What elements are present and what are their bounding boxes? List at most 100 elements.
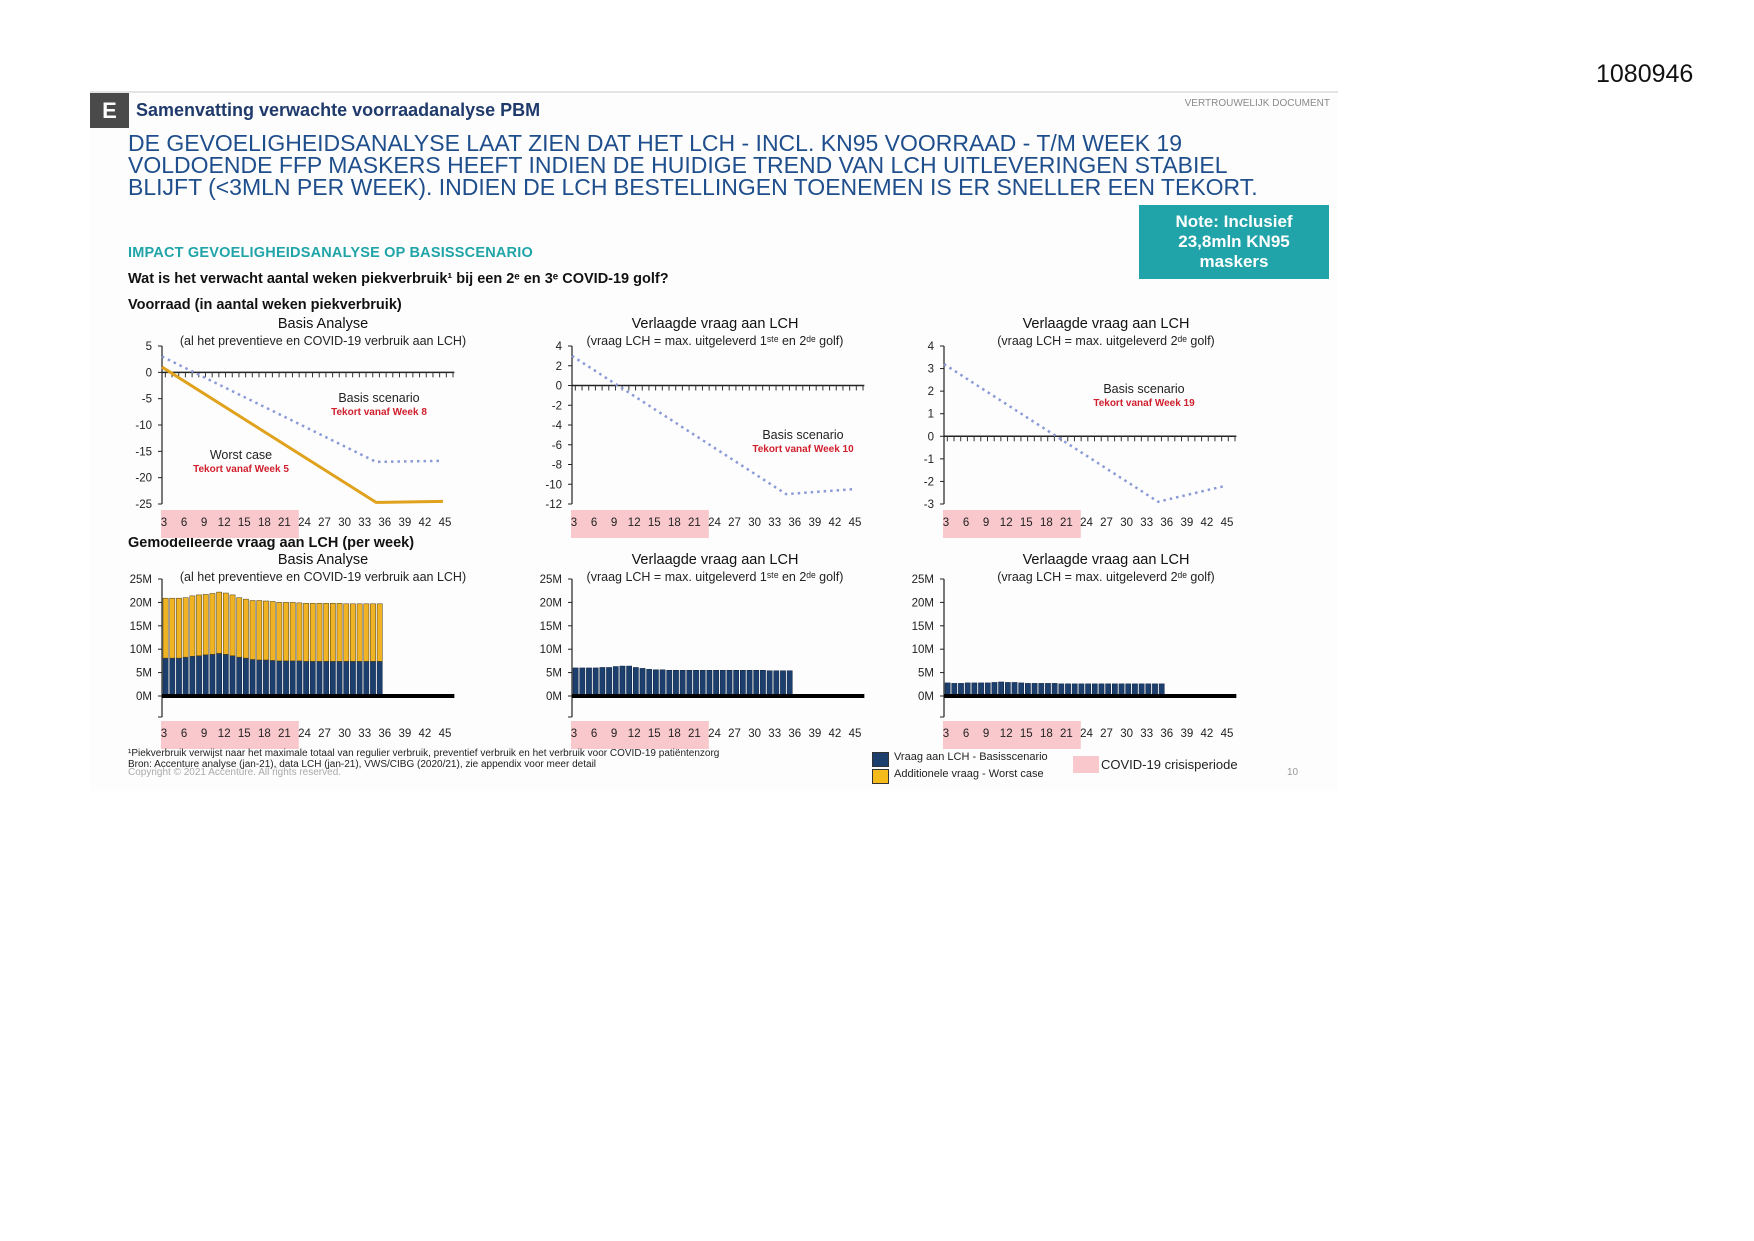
x-tick-label: 24	[298, 517, 311, 529]
bar-additional-demand	[243, 598, 249, 659]
bar-base-demand	[1011, 682, 1018, 697]
bar-base-demand	[343, 661, 350, 697]
x-tick-label: 9	[983, 728, 989, 740]
annotation-label: Worst case	[210, 448, 272, 462]
bar-base-demand	[169, 657, 176, 697]
basis-scenario-line	[943, 363, 1226, 504]
y-tick-label: 5M	[546, 668, 562, 680]
x-tick-label: 39	[1180, 728, 1193, 740]
y-tick-label: 25M	[130, 574, 152, 586]
x-tick-label: 39	[1180, 517, 1193, 529]
x-tick-label: 42	[1201, 517, 1214, 529]
chart-title: Verlaagde vraag aan LCH	[632, 316, 799, 332]
bar-base-demand	[766, 670, 773, 697]
bar-additional-demand	[323, 603, 330, 662]
chart-subtitle: (vraag LCH = max. uitgeleverd 1ˢᵗᵉ en 2ᵈ…	[587, 334, 844, 348]
x-tick-label: 6	[181, 728, 187, 740]
x-tick-label: 21	[1060, 517, 1073, 529]
x-tick-label: 24	[1080, 517, 1093, 529]
y-tick-label: 0	[928, 431, 934, 443]
x-tick-label: 45	[439, 517, 452, 529]
x-tick-label: 15	[648, 728, 661, 740]
chart-title: Verlaagde vraag aan LCH	[632, 552, 799, 568]
annotation-label: Basis scenario	[762, 428, 843, 442]
bar-base-demand	[773, 670, 780, 697]
bar-additional-demand	[169, 597, 176, 659]
x-tick-label: 30	[1120, 728, 1133, 740]
bar-additional-demand	[276, 602, 283, 662]
bar-additional-demand	[303, 603, 309, 662]
bar-additional-demand	[296, 602, 303, 662]
x-tick-label: 45	[849, 517, 862, 529]
bar-additional-demand	[356, 603, 363, 662]
headline-line-1: DE GEVOELIGHEIDSANALYSE LAAT ZIEN DAT HE…	[128, 130, 1183, 156]
bar-base-demand	[162, 657, 169, 697]
chart-title: Basis Analyse	[278, 316, 368, 332]
x-tick-label: 36	[378, 517, 391, 529]
crisis-period-band	[571, 510, 709, 538]
chart-title: Basis Analyse	[278, 552, 368, 568]
bar-base-demand	[653, 669, 659, 697]
bar-additional-demand	[263, 600, 269, 661]
bar-base-demand	[222, 654, 229, 697]
x-tick-label: 45	[439, 728, 452, 740]
bar-base-demand	[673, 670, 679, 697]
headline-line-3: BLIJFT (<3MLN PER WEEK). INDIEN DE LCH B…	[128, 174, 1258, 200]
x-tick-label: 30	[748, 728, 761, 740]
y-tick-label: -6	[552, 440, 562, 452]
bar-base-demand	[1004, 682, 1011, 697]
slide-title: Samenvatting verwachte voorraadanalyse P…	[136, 100, 541, 120]
bar-base-demand	[572, 667, 579, 697]
bar-base-demand	[370, 661, 376, 697]
x-tick-label: 33	[358, 517, 371, 529]
x-tick-label: 45	[1221, 728, 1234, 740]
crisis-period-band	[943, 721, 1081, 749]
annotation-tekort: Tekort vanaf Week 8	[331, 407, 427, 418]
chart-subtitle: (vraag LCH = max. uitgeleverd 2ᵈᵉ golf)	[997, 334, 1214, 348]
y-tick-label: 20M	[130, 597, 152, 609]
y-tick-label: -20	[135, 473, 152, 485]
x-tick-label: 3	[571, 517, 577, 529]
x-tick-label: 45	[849, 728, 862, 740]
x-tick-label: 3	[161, 728, 167, 740]
x-tick-label: 39	[398, 728, 411, 740]
y-tick-label: 25M	[540, 574, 562, 586]
bar-base-demand	[606, 667, 612, 697]
crisis-period-band	[571, 721, 709, 749]
note-line: maskers	[1199, 252, 1269, 271]
bar-base-demand	[592, 667, 599, 697]
y-tick-label: 0M	[918, 691, 934, 703]
bar-additional-demand	[343, 603, 350, 662]
bar-base-demand	[619, 665, 626, 697]
note-box: Note: Inclusief 23,8mln KN95 maskers	[1139, 205, 1329, 279]
x-tick-label: 12	[1000, 517, 1013, 529]
annotation-label: Basis scenario	[338, 391, 419, 405]
bar-base-demand	[196, 655, 202, 697]
bar-base-demand	[289, 660, 296, 697]
bar-base-demand	[363, 661, 370, 697]
annotation-tekort: Tekort vanaf Week 5	[193, 464, 289, 475]
chart-subtitle: (vraag LCH = max. uitgeleverd 2ᵈᵉ golf)	[997, 570, 1214, 584]
bar-base-demand	[760, 670, 766, 697]
bar-base-demand	[296, 660, 303, 697]
bar-base-demand	[786, 670, 793, 697]
copyright: Copyright © 2021 Accenture. All rights r…	[128, 767, 342, 778]
y-tick-label: 2	[556, 361, 562, 373]
x-tick-label: 18	[1040, 728, 1053, 740]
x-tick-label: 12	[1000, 728, 1013, 740]
x-tick-label: 9	[611, 517, 617, 529]
x-tick-label: 30	[748, 517, 761, 529]
bar-base-demand	[639, 668, 646, 697]
bar-base-demand	[719, 670, 726, 697]
bar-base-demand	[216, 653, 222, 697]
bar-additional-demand	[363, 603, 370, 662]
x-tick-label: 42	[419, 517, 432, 529]
x-tick-label: 30	[338, 728, 351, 740]
y-tick-label: 15M	[912, 621, 934, 633]
bar-base-demand	[276, 660, 283, 697]
x-tick-label: 12	[218, 517, 231, 529]
bar-base-demand	[263, 659, 269, 697]
x-tick-label: 27	[1100, 517, 1113, 529]
bar-base-demand	[780, 670, 786, 697]
bar-base-demand	[726, 670, 733, 697]
